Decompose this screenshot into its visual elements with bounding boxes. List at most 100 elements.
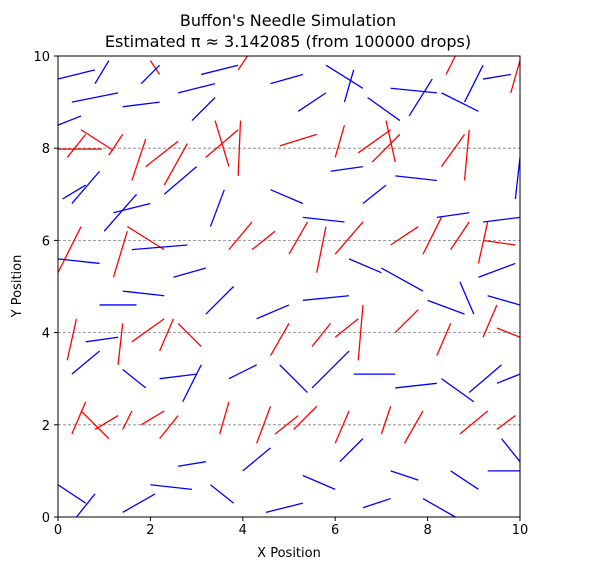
needle-non-crossing-112 [159,373,197,380]
needle-non-crossing-81 [62,184,87,200]
y-tick-label-4: 8 [42,142,50,157]
needle-crossing-48 [159,415,179,440]
needle-non-crossing-75 [367,96,401,122]
needle-non-crossing-71 [270,73,304,85]
needle-crossing-57 [496,415,516,430]
needle-crossing-53 [334,410,350,444]
needle-non-crossing-120 [468,364,502,394]
y-axis-ticks: 0 2 4 6 8 10 [33,50,58,526]
needle-non-crossing-118 [395,382,437,389]
needle-crossing-45 [94,415,119,430]
needle-non-crossing-116 [311,350,350,389]
x-tick-label-2: 4 [239,523,247,538]
needle-non-crossing-64 [94,60,110,84]
needle-crossing-30 [66,318,78,361]
needle-non-crossing-119 [441,378,475,403]
needles [57,55,521,518]
y-tick-label-5: 10 [33,50,50,65]
y-tick-label-3: 6 [42,234,50,249]
needle-crossing-55 [403,410,424,444]
needle-crossing-24 [334,221,364,255]
needle-crossing-31 [117,323,124,365]
needle-crossing-38 [357,304,364,361]
needle-non-crossing-67 [140,64,161,85]
needle-non-crossing-74 [343,69,355,103]
needle-non-crossing-79 [463,64,484,103]
needle-non-crossing-123 [75,493,96,518]
y-axis-label: Y Position [10,255,25,319]
needle-non-crossing-130 [302,474,336,490]
chart-subtitle: Estimated π ≈ 3.142085 (from 100000 drop… [105,32,471,51]
y-tick-label-0: 0 [42,511,50,526]
needle-crossing-33 [159,318,175,352]
needle-crossing-10 [279,133,317,147]
needle-crossing-23 [316,226,327,273]
needle-crossing-17 [57,226,82,273]
needle-non-crossing-108 [487,295,521,306]
needle-non-crossing-93 [482,216,521,223]
needle-non-crossing-92 [436,212,470,218]
needle-non-crossing-101 [256,304,290,320]
needle-non-crossing-133 [390,470,419,481]
needle-crossing-13 [371,133,401,163]
needle-crossing-29 [482,239,516,246]
needle-crossing-43 [71,401,87,435]
needle-crossing-27 [450,221,470,250]
x-tick-label-0: 0 [54,523,62,538]
needle-non-crossing-102 [302,295,350,301]
needle-non-crossing-78 [441,92,479,112]
needle-non-crossing-88 [302,216,345,223]
needle-non-crossing-115 [279,364,308,393]
needle-crossing-11 [334,124,346,158]
needle-crossing-40 [436,323,452,356]
needle-non-crossing-132 [362,497,391,509]
needle-non-crossing-122 [57,484,87,504]
needle-non-crossing-86 [209,189,225,227]
needle-crossing-49 [219,401,230,435]
needle-non-crossing-70 [201,64,239,76]
needle-non-crossing-95 [57,258,100,265]
needle-non-crossing-103 [348,258,382,274]
needle-crossing-21 [251,230,276,251]
needle-non-crossing-87 [270,189,304,205]
needle-crossing-19 [126,226,165,251]
x-axis-label: X Position [257,546,321,561]
needle-crossing-60 [237,55,248,71]
needle-non-crossing-85 [163,166,198,195]
needle-crossing-6 [163,143,188,186]
needle-crossing-20 [228,221,253,251]
x-axis-ticks: 0 2 4 6 8 10 [54,517,528,538]
needle-non-crossing-109 [71,350,100,375]
needle-non-crossing-127 [210,484,234,504]
needle-non-crossing-65 [57,115,82,126]
needle-crossing-59 [510,60,521,94]
needle-crossing-42 [496,327,521,338]
plot-background [58,56,520,517]
needle-crossing-1 [66,133,87,158]
needle-crossing-50 [256,406,272,444]
needle-crossing-46 [122,410,133,430]
needle-crossing-32 [131,318,165,343]
needle-non-crossing-110 [85,336,119,343]
y-tick-label-1: 2 [42,419,50,434]
needle-crossing-35 [269,323,290,356]
x-tick-label-3: 6 [331,523,339,538]
needle-crossing-16 [463,129,470,181]
needle-crossing-36 [311,322,332,347]
needle-non-crossing-76 [390,87,437,94]
needle-crossing-51 [274,415,299,435]
needle-crossing-47 [140,410,165,426]
needle-non-crossing-89 [330,165,364,172]
needle-crossing-14 [385,120,396,163]
needle-non-crossing-97 [122,290,165,297]
needle-crossing-5 [145,140,179,168]
needle-crossing-22 [288,221,309,255]
needle-crossing-39 [394,309,419,334]
needle-crossing-41 [482,304,498,338]
needle-crossing-56 [459,410,489,435]
needle-crossing-58 [445,55,456,75]
needle-non-crossing-100 [205,286,235,315]
y-tick-label-2: 4 [42,327,50,342]
needle-crossing-18 [112,230,128,278]
